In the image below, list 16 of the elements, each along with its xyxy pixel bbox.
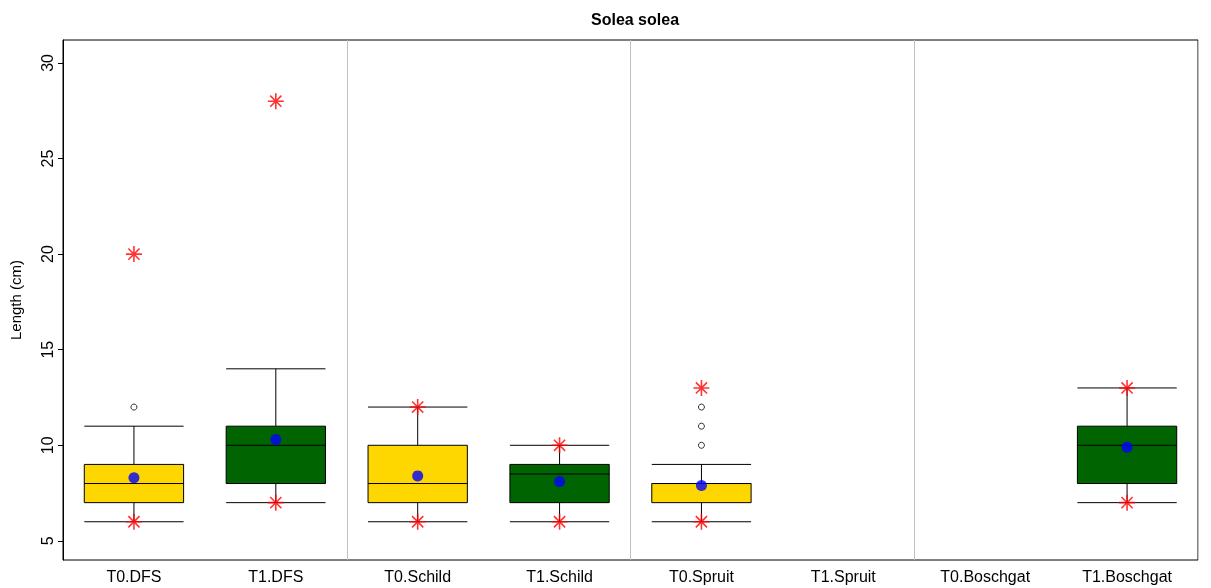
x-tick-label: T0.Boschgat <box>940 567 1031 585</box>
x-tick-label: T0.DFS <box>106 567 162 585</box>
x-tick-label: T1.Spruit <box>810 567 877 585</box>
y-tick-label: 5 <box>38 536 56 546</box>
x-tick-label: T1.Boschgat <box>1082 567 1173 585</box>
y-axis-title: Length (cm) <box>7 259 24 341</box>
x-tick-label: T1.DFS <box>248 567 304 585</box>
y-tick-label: 25 <box>38 149 56 168</box>
x-tick-label: T0.Schild <box>384 567 452 585</box>
y-tick-label: 20 <box>38 245 56 264</box>
y-tick-label: 30 <box>38 53 56 72</box>
y-tick-label: 10 <box>38 436 56 455</box>
x-tick-label: T0.Spruit <box>668 567 735 585</box>
x-tick-label: T1.Schild <box>526 567 593 585</box>
y-tick-label: 15 <box>38 340 56 359</box>
chart-title: Solea solea <box>590 10 680 28</box>
